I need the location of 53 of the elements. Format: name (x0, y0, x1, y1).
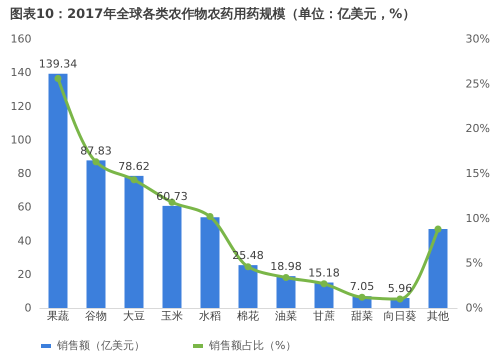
y-tick-label: 40 (18, 234, 32, 248)
y-tick-label: 60 (18, 200, 32, 214)
y2-tick-label: 5% (466, 256, 483, 270)
data-label: 5.96 (388, 282, 412, 295)
x-tick-label: 水稻 (199, 310, 221, 322)
bar (238, 265, 258, 308)
y2-tick-label: 30% (466, 32, 490, 46)
y-tick-label: 100 (10, 133, 32, 146)
bar (86, 160, 106, 308)
x-tick-label: 玉米 (161, 310, 183, 322)
y-tick-label: 120 (10, 100, 32, 113)
point (130, 176, 138, 184)
point (54, 74, 62, 82)
x-tick-label: 棉花 (237, 310, 259, 322)
x-tick-label: 其他 (427, 310, 449, 322)
x-tick-label: 大豆 (123, 310, 145, 322)
y2-tick-label: 20% (466, 122, 490, 136)
y-tick-label: 80 (18, 167, 32, 180)
y2-tick-label: 15% (466, 167, 490, 180)
chart-title: 图表10：2017年全球各类农作物农药用药规模（单位：亿美元，%） (10, 6, 416, 22)
point (320, 280, 328, 288)
x-tick-label: 甜菜 (351, 310, 373, 322)
data-label: 139.34 (38, 58, 78, 71)
y2-tick-label: 25% (466, 77, 490, 90)
data-label: 18.98 (270, 260, 302, 274)
y2-tick-label: 10% (466, 212, 490, 225)
x-tick-label: 甘蔗 (313, 310, 335, 322)
y-tick-label: 20 (18, 268, 32, 281)
x-tick-label: 谷物 (85, 310, 107, 322)
bar (200, 217, 220, 308)
y2-tick-label: 0% (466, 302, 483, 314)
y-tick-label: 0 (24, 302, 32, 314)
legend-label: 销售额占比（%） (208, 339, 296, 352)
data-label: 7.05 (350, 280, 374, 294)
point (358, 294, 366, 301)
legend-label: 销售额（亿美元） (56, 339, 145, 352)
x-tick-label: 向日葵 (384, 310, 416, 322)
bar (162, 206, 182, 308)
point (206, 213, 214, 220)
point (92, 158, 100, 166)
data-label: 15.18 (308, 266, 340, 280)
y-tick-label: 160 (10, 32, 32, 46)
x-tick-label: 油菜 (275, 310, 297, 322)
bar (48, 74, 68, 308)
data-label: 78.62 (118, 160, 150, 173)
point (434, 226, 442, 233)
x-tick-label: 果蔬 (47, 310, 69, 322)
y-tick-label: 140 (10, 66, 32, 80)
point (244, 263, 252, 270)
bar (124, 176, 144, 308)
bar (428, 228, 448, 308)
point (282, 274, 290, 282)
bar (276, 276, 296, 308)
